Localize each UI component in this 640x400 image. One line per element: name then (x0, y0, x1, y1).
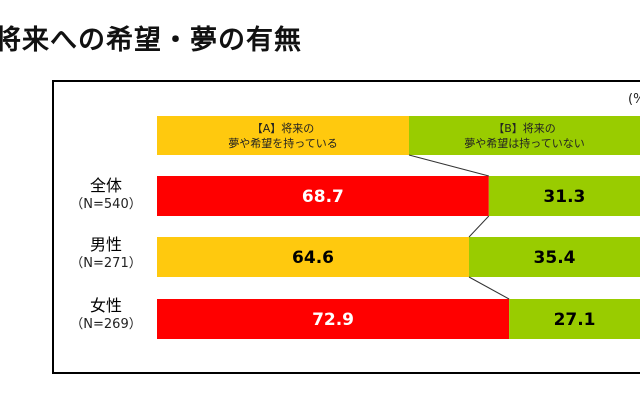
row-name-female: 女性 (89, 296, 122, 315)
bar-a-1 (157, 237, 470, 277)
value-label-b-1: 35.4 (534, 248, 576, 268)
page-title: 将来への希望・夢の有無 (0, 25, 302, 56)
row-label-male: 男性 （N=271） (58, 235, 154, 273)
value-label-b-2: 27.1 (554, 310, 596, 330)
connector-line-0 (408, 154, 489, 177)
bar-a-0 (157, 176, 489, 216)
legend-item-b: 【B】将来の 夢や希望は持っていない (409, 116, 640, 155)
row-label-female: 女性 （N=269） (58, 296, 154, 334)
value-label-a-2: 72.9 (312, 310, 354, 330)
row-n-female: （N=269） (70, 317, 142, 332)
legend-a-line1: 【A】将来の (251, 121, 315, 135)
unit-label: (% (628, 92, 640, 107)
value-label-a-0: 68.7 (302, 187, 344, 207)
bar-a-2 (157, 299, 510, 339)
connector-line-1 (468, 215, 490, 238)
value-label-b-0: 31.3 (543, 187, 585, 207)
legend-b-line2: 夢や希望は持っていない (464, 136, 585, 150)
row-label-total: 全体 （N=540） (58, 176, 154, 214)
row-n-male: （N=271） (70, 256, 142, 271)
value-label-a-1: 64.6 (292, 248, 334, 268)
legend-a-line2: 夢や希望を持っている (228, 136, 338, 150)
legend-item-a: 【A】将来の 夢や希望を持っている (157, 116, 409, 155)
bar-b-1 (469, 237, 640, 277)
bar-b-2 (509, 299, 640, 339)
row-name-male: 男性 (89, 235, 122, 254)
connector-line-2 (468, 276, 510, 300)
row-n-total: （N=540） (70, 197, 142, 212)
legend-b-line1: 【B】将来の (493, 121, 556, 135)
bar-b-0 (488, 176, 640, 216)
row-name-total: 全体 (89, 176, 122, 195)
